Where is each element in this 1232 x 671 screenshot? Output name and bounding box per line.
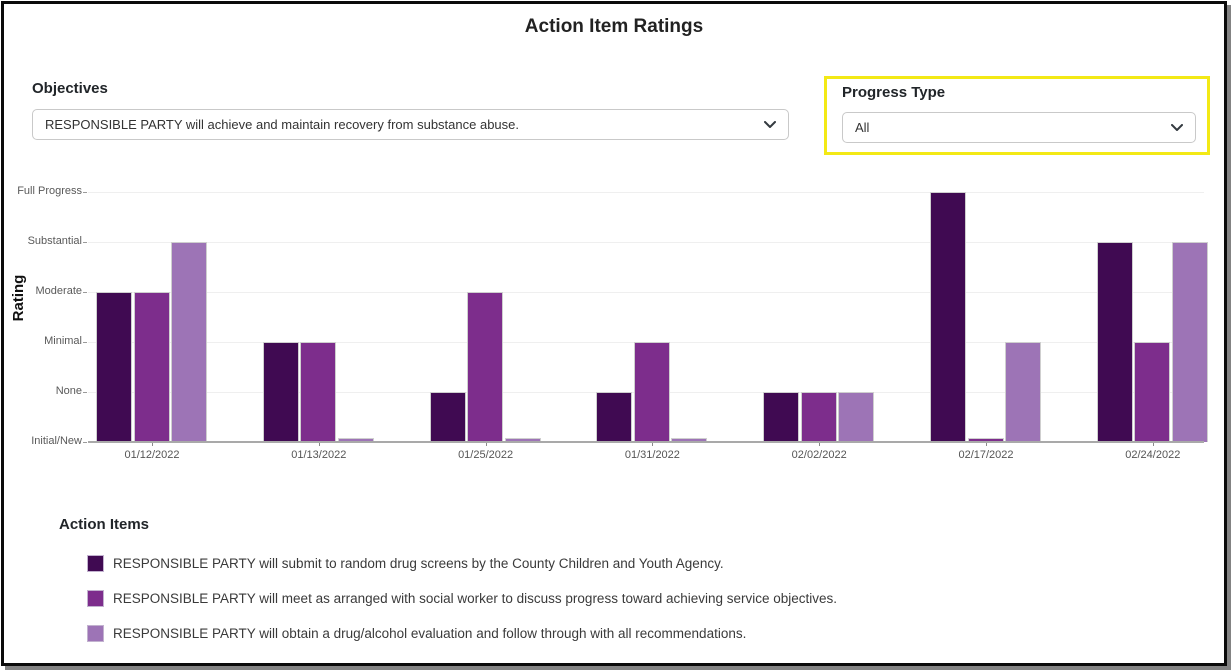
chart-bar xyxy=(671,438,708,442)
y-tick-label: Minimal xyxy=(44,335,82,347)
legend-item-label: RESPONSIBLE PARTY will meet as arranged … xyxy=(113,591,838,606)
gridline xyxy=(88,292,1204,293)
chart-bar xyxy=(838,392,875,442)
objectives-select-value: RESPONSIBLE PARTY will achieve and maint… xyxy=(45,117,519,132)
chart-bar xyxy=(633,342,670,442)
progress-type-highlight xyxy=(824,76,1210,155)
legend-swatch xyxy=(87,555,104,572)
x-axis-tick xyxy=(652,442,654,446)
chart-bar xyxy=(1134,342,1171,442)
legend-item-label: RESPONSIBLE PARTY will obtain a drug/alc… xyxy=(113,626,747,641)
legend-item: RESPONSIBLE PARTY will obtain a drug/alc… xyxy=(87,625,837,642)
legend-title: Action Items xyxy=(59,516,150,533)
objectives-label: Objectives xyxy=(32,80,108,97)
progress-type-select[interactable]: All xyxy=(842,112,1196,143)
chart-bar xyxy=(596,392,633,442)
chart-bar xyxy=(429,392,466,442)
y-tick-label: None xyxy=(55,385,82,397)
chart-bar xyxy=(1171,242,1208,442)
x-tick-label: 01/25/2022 xyxy=(458,449,514,461)
y-tick-label: Initial/New xyxy=(31,435,82,447)
chevron-down-icon xyxy=(764,120,776,128)
x-axis-line xyxy=(88,441,1204,443)
x-axis-tick xyxy=(986,442,987,446)
chart-bar xyxy=(133,292,170,442)
x-tick-label: 01/12/2022 xyxy=(124,449,180,461)
page-title: Action Item Ratings xyxy=(524,16,704,37)
chart-bar xyxy=(96,292,132,442)
progress-type-select-value: All xyxy=(855,120,870,135)
y-axis-tick xyxy=(83,442,87,443)
chart-bar xyxy=(171,242,207,442)
legend-item: RESPONSIBLE PARTY will submit to random … xyxy=(87,555,837,572)
y-tick-label: Substantial xyxy=(27,235,82,247)
y-axis-tick xyxy=(83,192,87,193)
x-tick-label: 01/13/2022 xyxy=(291,449,347,461)
y-axis-title: Rating xyxy=(10,274,27,322)
chart-bar xyxy=(1005,342,1041,442)
gridline xyxy=(88,242,1204,243)
chart-bar xyxy=(967,438,1004,442)
x-axis-tick xyxy=(819,442,821,446)
x-axis-tick xyxy=(485,442,487,446)
legend-swatch xyxy=(87,590,104,607)
chart-bar xyxy=(763,392,800,442)
chevron-down-icon xyxy=(1171,123,1183,131)
gridline xyxy=(88,192,1204,193)
y-tick-label: Moderate xyxy=(35,285,82,297)
legend-item: RESPONSIBLE PARTY will meet as arranged … xyxy=(87,590,837,607)
x-tick-label: 02/24/2022 xyxy=(1125,449,1181,461)
y-axis-tick xyxy=(83,392,87,393)
chart-bar xyxy=(504,438,541,442)
y-tick-label: Full Progress xyxy=(17,185,82,197)
chart-bar xyxy=(262,342,299,442)
chart-bar xyxy=(467,292,504,442)
ratings-bar-chart: Rating Initial/New None Minimal Moderate Sub… xyxy=(4,182,1226,482)
y-axis-tick xyxy=(83,342,87,343)
legend: RESPONSIBLE PARTY will submit to random … xyxy=(87,555,837,660)
y-axis-tick xyxy=(83,242,87,243)
x-axis-tick xyxy=(152,442,153,446)
chart-bar xyxy=(300,342,337,442)
x-tick-label: 02/17/2022 xyxy=(958,449,1014,461)
chart-bar xyxy=(337,438,374,442)
objectives-select[interactable]: RESPONSIBLE PARTY will achieve and maint… xyxy=(32,109,789,140)
x-tick-label: 01/31/2022 xyxy=(624,449,680,461)
x-tick-label: 02/02/2022 xyxy=(791,449,847,461)
x-axis-tick xyxy=(1152,442,1154,446)
x-axis-tick xyxy=(318,442,320,446)
legend-item-label: RESPONSIBLE PARTY will submit to random … xyxy=(113,556,724,571)
progress-type-label: Progress Type xyxy=(842,84,946,101)
chart-bar xyxy=(930,192,966,442)
chart-bar xyxy=(1096,242,1133,442)
legend-swatch xyxy=(87,625,104,642)
y-axis-tick xyxy=(83,292,87,293)
chart-bar xyxy=(800,392,837,442)
